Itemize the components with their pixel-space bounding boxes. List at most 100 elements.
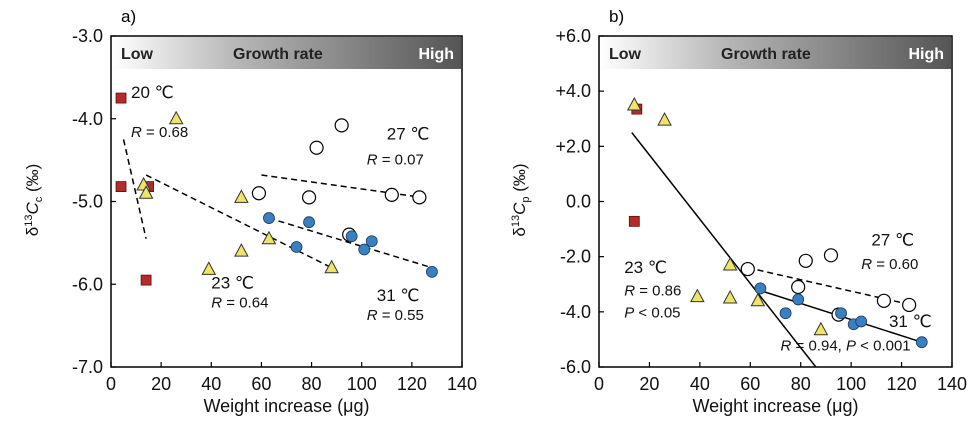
y-axis-label-delta: δ [510,227,529,236]
data-point-circle [365,235,378,248]
annotation: 27 ℃ [387,124,430,143]
y-tick-label: -4.0 [72,109,103,129]
data-point-open-circle [334,118,349,133]
data-point-open-circle [902,297,917,313]
x-tick-label: 20 [639,374,659,394]
x-tick-label: 120 [887,374,917,394]
fit-line [122,139,147,239]
data-point-circle [345,230,358,243]
data-point-triangle [626,96,642,111]
y-tick-label: -6.0 [560,357,591,377]
data-point-open-circle [301,190,317,205]
x-tick-label: 20 [151,374,171,394]
data-point-triangle [234,189,249,203]
x-tick-label: 80 [791,374,811,394]
y-axis-label-sub: p [520,196,532,202]
y-tick-label: 0.0 [566,192,591,212]
annotation: R = 0.07 [367,151,424,168]
data-point-open-circle [823,248,839,263]
x-tick-label: 40 [201,374,221,394]
data-point-triangle [324,259,339,274]
y-tick-label: -7.0 [72,357,103,377]
data-point-circle [855,315,868,328]
annotation: 27 ℃ [871,231,914,250]
x-axis-label: Weight increase (μg) [203,396,369,416]
panel-label: a) [121,7,136,26]
y-axis-label-delta: δ [23,227,42,236]
growth-rate-bar: Low Growth rate High [112,37,461,69]
x-tick-label: 140 [937,374,967,394]
fit-line [268,217,433,269]
y-axis-label-unit: (‰) [23,164,42,197]
x-tick-label: 80 [302,374,322,394]
annotation: 23 ℃ [211,273,254,292]
data-point-triangle [813,321,829,336]
data-point-square [628,215,640,227]
x-tick-label: 40 [690,374,710,394]
data-point-open-circle [876,293,892,308]
annotation: R = 0.60 [861,256,918,273]
x-tick-label: 60 [740,374,760,394]
data-point-circle [426,265,438,278]
annotation: R = 0.55 [367,307,424,324]
data-point-triangle [201,261,217,275]
x-tick-label: 0 [594,374,604,394]
growth-rate-bar: Low Growth rate High [600,37,951,69]
y-tick-label: -3.0 [72,26,103,46]
y-axis-label: δ13Cc (‰) [23,164,45,237]
growth-rate-gradient [600,37,951,69]
data-point-open-circle [791,279,806,295]
data-point-circle [754,282,767,295]
data-point-square [115,92,127,104]
y-tick-label: +2.0 [555,136,591,156]
data-point-triangle [689,288,705,303]
y-tick-label: -5.0 [72,192,103,212]
annotation: R = 0.94, P < 0.001 [781,337,911,354]
data-point-square [115,181,127,193]
data-point-triangle [234,243,249,257]
data-point-triangle [722,289,738,304]
y-tick-label: -2.0 [560,247,591,267]
growth-mid-label: Growth rate [721,46,811,63]
panel-b: Low Growth rate High b) 0 20 40 60 80 100 120 140 -6… [510,7,967,416]
y-axis-label: δ13Cp (‰) [510,163,532,236]
growth-high-label: High [418,46,454,63]
x-tick-label: 100 [347,374,377,394]
panel-a: Low Growth rate High a) 0 20 40 60 80 100 120 140 -7… [23,7,477,416]
data-point-open-circle [384,187,399,202]
y-axis-label-c: C [510,202,529,215]
data-point-circle [358,243,371,256]
y-axis-label-sup: 13 [510,215,522,227]
data-point-triangle [722,256,738,271]
data-point-triangle [261,230,277,245]
growth-rate-gradient [112,37,461,69]
data-point-circle [835,307,847,320]
annotation: 23 ℃ [624,258,667,277]
y-tick-label: +6.0 [555,26,591,46]
growth-low-label: Low [609,46,642,63]
data-point-open-circle [798,253,813,268]
data-point-triangle [657,112,672,126]
x-axis-label: Weight increase (μg) [692,396,858,416]
growth-low-label: Low [121,46,154,63]
data-point-circle [915,336,928,349]
growth-mid-label: Growth rate [233,46,323,63]
data-point-circle [303,216,315,229]
data-point-open-circle [740,261,755,277]
panel-label: b) [609,7,624,26]
growth-high-label: High [908,46,944,63]
annotation: R = 0.68 [131,124,188,141]
data-point-triangle [750,292,766,307]
data-point-open-circle [412,190,427,205]
fit-line [145,174,332,269]
x-tick-label: 140 [447,374,477,394]
data-point-square [140,274,152,286]
y-tick-label: -4.0 [560,302,591,322]
annotation: R = 0.64 [211,294,268,311]
data-point-circle [290,241,303,253]
data-point-circle [779,307,792,320]
y-tick-label: +4.0 [555,81,591,101]
x-tick-label: 120 [397,374,427,394]
data-point-circle [263,212,275,224]
